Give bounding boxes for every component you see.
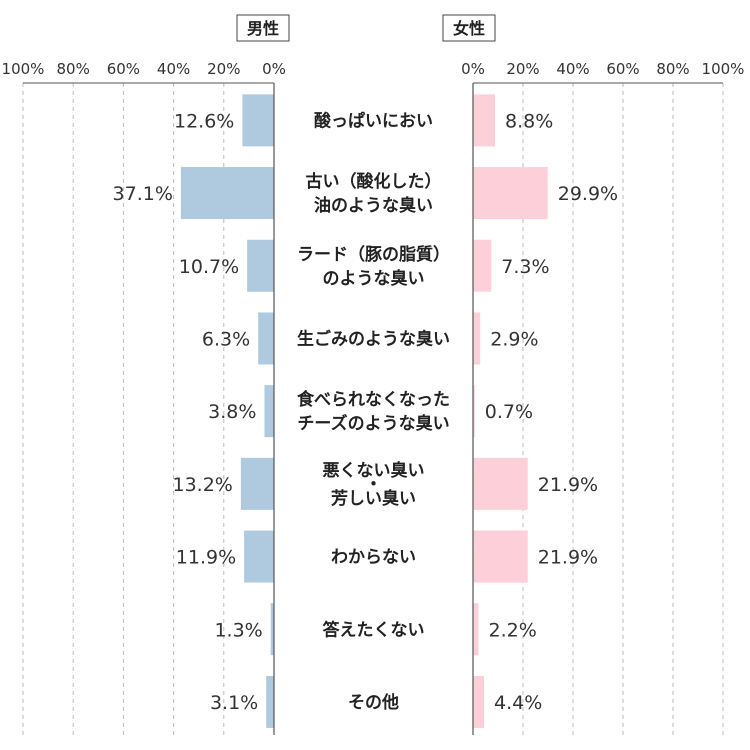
tick-label-female: 60% — [606, 60, 639, 78]
category-label: 食べられなくなった — [297, 389, 450, 410]
category-label: 油のような臭い — [314, 195, 433, 216]
bar-female — [473, 167, 548, 220]
category-label: わからない — [331, 548, 416, 568]
value-label-female: 4.4% — [494, 692, 542, 714]
panel-title-male-box — [236, 14, 290, 42]
value-label-male: 13.2% — [173, 474, 233, 496]
category-label: 芳しい臭い — [331, 488, 416, 509]
panel-title-female-box — [442, 14, 496, 42]
bar-female — [473, 675, 484, 728]
panel-title-female: 女性 — [442, 14, 496, 42]
tick-label-female: 40% — [556, 60, 589, 78]
bar-male — [240, 457, 274, 510]
bar-female — [473, 603, 479, 656]
category-label: ラード（豚の脂質） — [297, 244, 450, 265]
value-label-female: 7.3% — [501, 256, 549, 278]
value-label-female: 21.9% — [538, 547, 598, 569]
category-label: ・ — [365, 475, 382, 495]
axis-layer — [23, 82, 723, 735]
tick-label-male: 100% — [2, 60, 45, 78]
tick-label-male: 80% — [57, 60, 90, 78]
tick-label-female: 100% — [702, 60, 745, 78]
tick-label-female: 20% — [506, 60, 539, 78]
tick-label-male: 40% — [157, 60, 190, 78]
value-label-male: 10.7% — [179, 256, 239, 278]
value-label-female: 8.8% — [505, 110, 553, 132]
value-label-female: 2.2% — [489, 619, 537, 641]
bar-male — [244, 530, 274, 583]
bar-female — [473, 530, 528, 583]
value-label-male: 37.1% — [113, 183, 173, 205]
category-label: 答えたくない — [323, 619, 425, 640]
bar-male — [247, 239, 274, 292]
category-label: 古い（酸化した） — [306, 171, 442, 192]
bar-male — [180, 167, 274, 220]
value-label-female: 29.9% — [558, 183, 618, 205]
bar-female — [473, 312, 481, 365]
bar-female — [473, 94, 495, 147]
value-label-male: 3.8% — [208, 401, 256, 423]
bar-female — [473, 239, 492, 292]
tick-label-male: 0% — [262, 60, 286, 78]
value-label-male: 12.6% — [174, 110, 234, 132]
category-label: のような臭い — [323, 268, 425, 289]
value-label-male: 3.1% — [210, 692, 258, 714]
bar-female — [473, 457, 528, 510]
value-label-female: 21.9% — [538, 474, 598, 496]
category-label: 酸っぱいにおい — [314, 110, 433, 131]
bar-male — [266, 675, 274, 728]
tick-label-female: 80% — [656, 60, 689, 78]
bar-male — [258, 312, 274, 365]
bar-male — [270, 603, 274, 656]
category-label: 悪くない臭い — [323, 460, 425, 481]
value-label-male: 6.3% — [202, 328, 250, 350]
bar-layer — [180, 94, 548, 728]
tick-label-male: 60% — [107, 60, 140, 78]
bar-female — [473, 385, 475, 438]
panel-title-male-text: 男性 — [247, 19, 279, 38]
category-label: その他 — [348, 692, 399, 713]
label-layer: 100% 80% 60% 40% 20% 0% 0% 20% 40% 60% 80% 100% 12.6… — [2, 60, 745, 714]
category-label: 生ごみのような臭い — [297, 328, 450, 349]
tick-label-male: 20% — [207, 60, 240, 78]
panel-title-female-text: 女性 — [453, 19, 485, 38]
bar-male — [242, 94, 274, 147]
value-label-female: 0.7% — [485, 401, 533, 423]
tick-label-female: 0% — [461, 60, 485, 78]
bar-male — [264, 385, 274, 438]
panel-title-male: 男性 — [236, 14, 290, 42]
value-label-female: 2.9% — [490, 328, 538, 350]
category-label: チーズのような臭い — [297, 413, 449, 434]
value-label-male: 1.3% — [214, 619, 262, 641]
value-label-male: 11.9% — [176, 547, 236, 569]
